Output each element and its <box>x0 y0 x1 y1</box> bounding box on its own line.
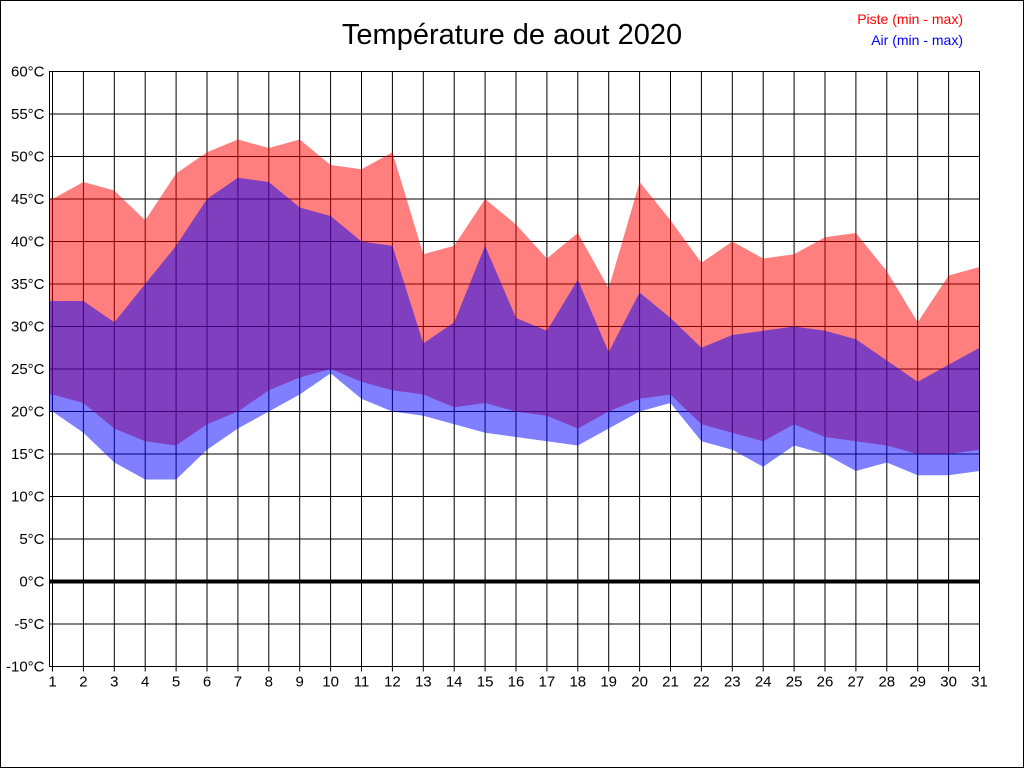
y-axis-tick-label: -10°C <box>6 659 45 676</box>
y-axis-tick-label: 0°C <box>19 574 44 591</box>
y-axis-tick-label: 30°C <box>11 319 45 336</box>
x-axis-tick-label: 5 <box>172 674 180 691</box>
x-axis-tick-label: 1 <box>48 674 56 691</box>
x-axis-tick-label: 8 <box>265 674 273 691</box>
y-axis-tick-label: 60°C <box>11 64 45 81</box>
x-axis-tick-label: 22 <box>693 674 710 691</box>
legend-air-label: Air (min - max) <box>871 32 963 48</box>
chart-title: Température de aout 2020 <box>341 19 683 51</box>
x-axis-tick-label: 10 <box>322 674 339 691</box>
x-axis-tick-label: 9 <box>296 674 304 691</box>
y-axis-tick-label: 25°C <box>11 361 45 378</box>
x-axis-tick-label: 17 <box>539 674 556 691</box>
x-axis-tick-label: 3 <box>110 674 118 691</box>
x-axis-tick-label: 19 <box>600 674 617 691</box>
x-axis-tick-label: 24 <box>755 674 772 691</box>
plot-frame <box>49 71 980 667</box>
y-axis-tick-label: 40°C <box>11 234 45 251</box>
x-axis-tick-label: 29 <box>909 674 926 691</box>
x-axis-tick-label: 23 <box>724 674 741 691</box>
y-axis-tick-label: 20°C <box>11 404 45 421</box>
x-axis-tick-label: 27 <box>848 674 865 691</box>
x-axis-tick-label: 30 <box>940 674 957 691</box>
y-axis-tick-label: 35°C <box>11 276 45 293</box>
x-axis-tick-label: 15 <box>477 674 494 691</box>
x-axis-tick-label: 12 <box>384 674 401 691</box>
y-axis-tick-label: -5°C <box>14 616 44 633</box>
x-axis-tick-label: 11 <box>354 674 370 691</box>
x-axis-tick-label: 7 <box>234 674 242 691</box>
x-axis-tick-label: 31 <box>971 674 988 691</box>
x-axis-tick-label: 25 <box>786 674 803 691</box>
x-axis-tick-label: 20 <box>631 674 648 691</box>
y-axis-tick-label: 45°C <box>11 191 45 208</box>
y-axis-tick-label: 5°C <box>19 531 44 548</box>
air-minmax-band <box>49 177 980 480</box>
x-axis-tick-label: 2 <box>79 674 87 691</box>
legend: Piste (min - max) Air (min - max) <box>857 9 963 51</box>
x-axis-tick-label: 4 <box>141 674 149 691</box>
y-axis-tick-label: 10°C <box>11 489 45 506</box>
x-axis-tick-label: 21 <box>662 674 679 691</box>
x-axis-tick-label: 18 <box>569 674 586 691</box>
y-axis-tick-label: 50°C <box>11 149 45 166</box>
x-axis-tick-label: 6 <box>203 674 211 691</box>
y-axis-tick-label: 15°C <box>11 446 45 463</box>
x-axis-tick-label: 16 <box>508 674 525 691</box>
legend-piste-label: Piste (min - max) <box>857 11 963 27</box>
x-axis-tick-label: 28 <box>878 674 895 691</box>
x-axis-tick-label: 14 <box>446 674 463 691</box>
y-axis-tick-label: 55°C <box>11 106 45 123</box>
x-axis-tick-label: 26 <box>817 674 834 691</box>
x-axis-tick-label: 13 <box>415 674 432 691</box>
